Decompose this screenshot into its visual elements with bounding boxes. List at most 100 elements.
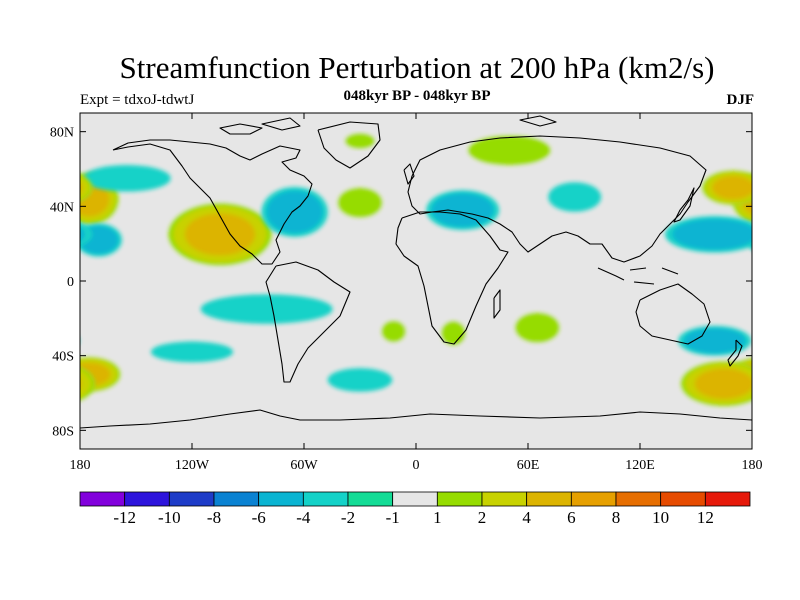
colorbar-label: 8 [612, 508, 621, 527]
colorbar-label: -1 [386, 508, 400, 527]
y-tick-label: 80N [50, 126, 74, 141]
contour-feature [548, 182, 602, 212]
x-tick-label: 180 [742, 458, 763, 473]
colorbar-swatch [124, 491, 170, 507]
contour-band [468, 135, 551, 165]
colorbar-swatch [302, 491, 349, 507]
contour-feature [338, 187, 382, 218]
contour-band [431, 193, 494, 227]
contour-feature [80, 170, 752, 205]
coast-arctic-islands [219, 115, 557, 135]
contour-band [751, 235, 752, 245]
contour-band [683, 328, 746, 354]
contour-feature [82, 165, 800, 192]
contour-feature [515, 313, 560, 343]
contour-feature [80, 216, 752, 253]
contour-band [441, 321, 466, 345]
colorbar-label: -10 [158, 508, 181, 527]
contour-band [515, 313, 560, 343]
contour-band [80, 222, 93, 247]
x-tick-label: 60W [290, 458, 318, 473]
chart-subtitle: 048kyr BP - 048kyr BP [343, 88, 491, 104]
contour-band [755, 165, 800, 191]
season-label: DJF [726, 92, 755, 108]
y-tick-label: 40N [50, 200, 74, 215]
contour-feature [200, 294, 333, 324]
chart-title: Streamfunction Perturbation at 200 hPa (… [119, 50, 715, 85]
x-tick-label: 0 [413, 458, 420, 473]
contour-feature [150, 341, 234, 363]
contour-feature [345, 133, 375, 149]
contour-band [82, 165, 171, 192]
contour-feature [168, 203, 272, 266]
map-background [80, 113, 752, 449]
colorbar-swatch [704, 491, 751, 507]
colorbar-swatch [79, 491, 126, 507]
contour-band [266, 190, 323, 233]
contour-band [381, 321, 406, 342]
coast-greenland [317, 121, 381, 169]
contour-band [338, 187, 382, 218]
coast-japan [673, 187, 695, 223]
x-tick-label: 180 [70, 458, 91, 473]
colorbar-label: 4 [522, 508, 531, 527]
contour-feature [678, 325, 751, 356]
coast-australia [635, 283, 711, 345]
coast-indonesia [597, 267, 679, 285]
coast-eurasia [407, 135, 707, 263]
coast-madagascar [493, 289, 501, 319]
contour-band [345, 133, 375, 149]
contour-feature [468, 135, 551, 165]
coastlines [80, 115, 752, 429]
contour-feature [426, 190, 499, 230]
y-tick-label: 40S [52, 350, 74, 365]
colorbar-label: -4 [296, 508, 311, 527]
contour-feature [381, 321, 406, 342]
coast-north-america [112, 139, 313, 265]
contour-band [755, 165, 800, 191]
contour-band [80, 176, 90, 200]
colorbar-swatch [347, 491, 394, 507]
colorbar-label: 10 [652, 508, 669, 527]
coast-antarctica [80, 409, 752, 429]
colorbar-swatch [660, 491, 706, 507]
coast-africa [395, 211, 509, 345]
colorbar-swatch [481, 491, 528, 507]
contour-band [747, 230, 752, 250]
contour-feature [441, 321, 466, 345]
colorbar-swatch [615, 491, 662, 507]
colorbar-label: 12 [697, 508, 714, 527]
colorbar: -12 -10 -8 -6 -4 -2 -1 1 2 4 6 8 10 12 [79, 491, 751, 527]
x-tick-label: 60E [517, 458, 540, 473]
colorbar-label: -2 [341, 508, 355, 527]
x-tick-label: 120W [175, 458, 210, 473]
contour-band [327, 368, 393, 392]
colorbar-label: -8 [207, 508, 221, 527]
axes: 180 120W 60W 0 60E 120E 180 80N 40N 0 40S 80S [50, 113, 763, 473]
contour-feature [261, 187, 328, 237]
coast-new-zealand [727, 339, 743, 367]
contour-band [694, 368, 752, 399]
contour-feature [80, 361, 752, 407]
colorbar-swatch [570, 491, 617, 507]
contour-band [747, 230, 752, 250]
contour-band [80, 222, 93, 247]
y-tick-label: 0 [67, 275, 74, 290]
contour-band [672, 218, 752, 250]
contour-band [80, 182, 83, 194]
contour-band [548, 182, 602, 212]
contour-band [80, 369, 91, 398]
colorbar-swatch [168, 491, 215, 507]
colorbar-swatch [392, 491, 438, 507]
contour-feature [327, 368, 393, 392]
colorbar-label: 6 [567, 508, 576, 527]
colorbar-swatch [436, 491, 483, 507]
contour-band [712, 175, 752, 200]
colorbar-label: 2 [478, 508, 487, 527]
colorbar-swatch [258, 491, 304, 507]
contour-band [184, 213, 256, 256]
colorbar-label: -6 [252, 508, 266, 527]
colorbar-swatch [213, 491, 260, 507]
x-tick-label: 120E [625, 458, 655, 473]
